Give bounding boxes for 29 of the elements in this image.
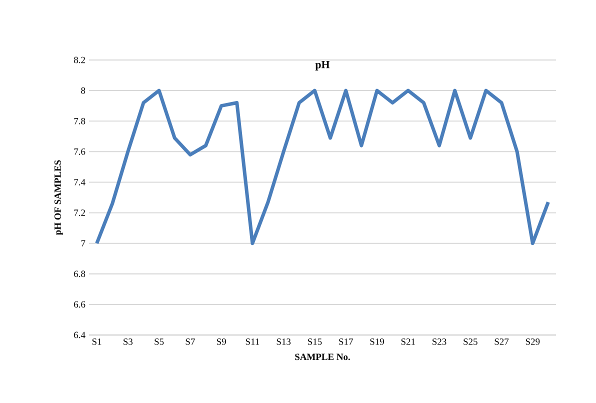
- x-tick-label: S29: [526, 338, 540, 345]
- x-tick-label: S1: [92, 338, 102, 345]
- line-series: [95, 88, 550, 246]
- x-tick-label: S25: [464, 338, 478, 345]
- y-tick-label: 8: [81, 87, 86, 94]
- y-tick-label: 7.8: [74, 118, 86, 124]
- x-tick-label: S13: [276, 338, 291, 345]
- chart-title: pH: [315, 60, 330, 70]
- y-tick-label: 7: [81, 240, 86, 246]
- y-axis-title: pH OF SAMPLES: [54, 160, 63, 235]
- x-tick-label: S5: [154, 338, 164, 345]
- y-tick-label: 6.4: [74, 332, 86, 338]
- x-tick-label: S23: [432, 338, 446, 345]
- x-axis-title: SAMPLE No.: [295, 354, 350, 360]
- x-tick-label: S9: [216, 338, 226, 345]
- y-tick-label: 7.2: [74, 210, 85, 216]
- y-tick-label: 7.4: [74, 179, 86, 186]
- x-tick-label: S7: [186, 338, 195, 345]
- x-tick-label: S15: [308, 338, 322, 345]
- x-tick-label: S11: [246, 338, 260, 345]
- y-tick-label: 6.8: [74, 270, 86, 278]
- y-tick-label: 8.2: [74, 56, 85, 64]
- x-tick-label: S3: [124, 338, 133, 345]
- y-tick-label: 6.6: [74, 301, 86, 308]
- x-tick-label: S17: [339, 338, 353, 345]
- x-tick-label: S27: [494, 338, 509, 345]
- y-tick-label: 7.6: [74, 148, 86, 155]
- x-tick-label: S21: [401, 338, 415, 345]
- x-tick-label: S19: [370, 338, 384, 345]
